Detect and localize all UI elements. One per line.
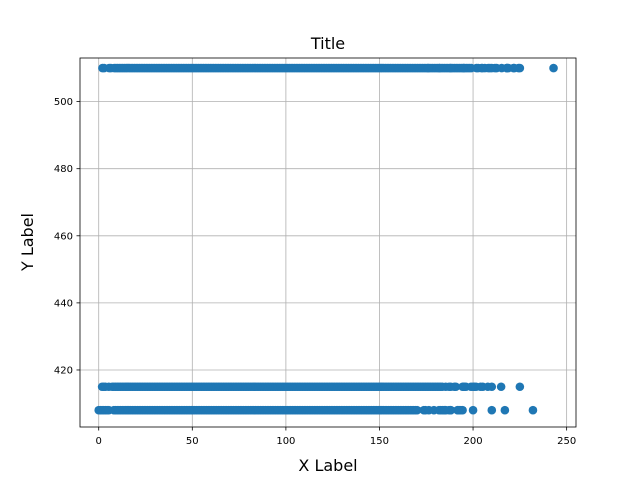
x-axis-ticks: 0 50 100 150 200 250 xyxy=(96,427,576,447)
x-tick-label: 100 xyxy=(276,436,295,447)
x-tick-label: 0 xyxy=(96,436,102,447)
scatter-point xyxy=(468,405,478,415)
x-tick-label: 150 xyxy=(370,436,389,447)
scatter-point xyxy=(459,63,468,73)
scatter-point xyxy=(446,63,455,73)
scatter-point xyxy=(509,63,519,73)
scatter-point xyxy=(478,63,487,73)
scatter-point xyxy=(487,63,497,73)
y-tick-label: 440 xyxy=(54,298,73,309)
x-tick-label: 200 xyxy=(464,436,483,447)
scatter-point xyxy=(549,63,558,73)
scatter-point xyxy=(450,382,459,392)
scatter-point xyxy=(496,382,506,392)
y-axis-label: Y Label xyxy=(18,213,37,272)
scatter-point xyxy=(487,382,497,392)
scatter-point xyxy=(528,405,538,415)
scatter-point xyxy=(453,405,463,415)
scatter-point xyxy=(459,382,468,392)
chart-title: Title xyxy=(310,34,345,53)
plot-frame xyxy=(79,57,577,428)
scatter-point xyxy=(423,63,433,73)
scatter-point xyxy=(500,405,510,415)
y-tick-label: 460 xyxy=(54,231,73,242)
scatter-point xyxy=(502,63,512,73)
y-axis-ticks: 420 440 460 480 500 xyxy=(54,97,80,376)
scatter-point xyxy=(476,382,485,392)
y-tick-label: 420 xyxy=(54,365,73,376)
x-tick-label: 250 xyxy=(557,436,576,447)
y-tick-label: 480 xyxy=(54,164,73,175)
scatter-point xyxy=(440,405,450,415)
scatter-point xyxy=(487,405,497,415)
grid-lines xyxy=(80,58,576,427)
scatter-point xyxy=(515,382,525,392)
scatter-points xyxy=(94,63,558,415)
scatter-point xyxy=(435,63,444,73)
scatter-point xyxy=(412,405,422,415)
x-axis-label: X Label xyxy=(298,456,357,475)
scatter-point xyxy=(468,382,478,392)
y-tick-label: 500 xyxy=(54,97,73,108)
x-tick-label: 50 xyxy=(186,436,199,447)
